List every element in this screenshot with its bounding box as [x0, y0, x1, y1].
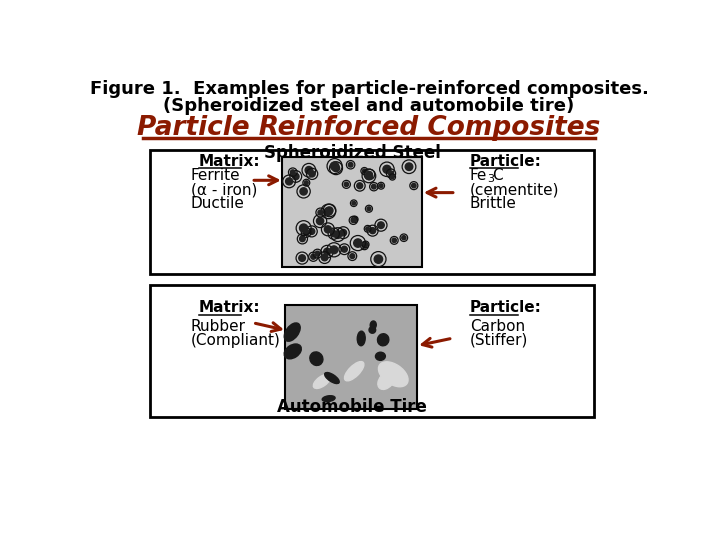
Circle shape [292, 173, 299, 180]
Circle shape [362, 169, 366, 173]
Circle shape [391, 176, 394, 179]
Circle shape [309, 228, 315, 234]
Text: Fe: Fe [469, 168, 487, 183]
Circle shape [405, 163, 413, 171]
Text: (cementite): (cementite) [469, 182, 559, 197]
Text: (α - iron): (α - iron) [191, 182, 257, 197]
Text: Matrix:: Matrix: [199, 300, 260, 315]
Circle shape [340, 230, 346, 236]
Circle shape [309, 171, 315, 177]
Ellipse shape [357, 331, 365, 346]
Text: Particle:: Particle: [469, 153, 541, 168]
Circle shape [330, 246, 338, 254]
Text: Rubber: Rubber [191, 319, 246, 334]
Text: 3: 3 [487, 174, 494, 184]
Bar [150, 285, 594, 417]
Text: Spheroidized Steel: Spheroidized Steel [264, 144, 441, 163]
Circle shape [324, 226, 331, 233]
Circle shape [300, 188, 307, 195]
Text: Carbon: Carbon [469, 319, 525, 334]
Circle shape [372, 184, 376, 189]
Circle shape [352, 201, 356, 205]
Circle shape [366, 172, 372, 177]
Text: (Stiffer): (Stiffer) [469, 333, 528, 348]
Circle shape [300, 236, 305, 241]
Circle shape [305, 181, 308, 185]
Ellipse shape [313, 374, 330, 388]
Text: Ductile: Ductile [191, 196, 245, 211]
Circle shape [364, 242, 367, 246]
Circle shape [334, 231, 341, 239]
Circle shape [354, 239, 362, 247]
Circle shape [392, 238, 397, 242]
Circle shape [305, 166, 312, 174]
Ellipse shape [370, 321, 377, 329]
Circle shape [351, 218, 356, 222]
Text: Ferrite: Ferrite [191, 168, 240, 183]
Circle shape [286, 178, 292, 185]
Ellipse shape [310, 352, 323, 366]
Circle shape [350, 254, 355, 259]
Circle shape [321, 254, 328, 261]
Ellipse shape [379, 362, 408, 387]
Ellipse shape [325, 373, 339, 383]
Ellipse shape [377, 334, 389, 346]
Circle shape [324, 248, 330, 255]
Ellipse shape [369, 327, 376, 333]
Circle shape [304, 230, 309, 235]
Ellipse shape [284, 344, 302, 359]
Ellipse shape [375, 352, 385, 360]
Circle shape [369, 228, 376, 234]
Text: Matrix:: Matrix: [199, 153, 260, 168]
Circle shape [330, 231, 337, 237]
Circle shape [402, 235, 406, 240]
Text: Figure 1.  Examples for particle-reinforced composites.: Figure 1. Examples for particle-reinforc… [89, 80, 649, 98]
Circle shape [389, 171, 394, 176]
Circle shape [299, 255, 305, 261]
Circle shape [290, 170, 295, 174]
Ellipse shape [378, 372, 395, 389]
Circle shape [366, 227, 369, 231]
Circle shape [333, 165, 340, 172]
Ellipse shape [344, 362, 364, 381]
Circle shape [383, 165, 391, 173]
Circle shape [353, 218, 356, 221]
Ellipse shape [323, 396, 335, 402]
Circle shape [348, 163, 353, 167]
Circle shape [357, 183, 363, 188]
Circle shape [318, 210, 323, 215]
Circle shape [341, 246, 347, 252]
Circle shape [362, 244, 366, 248]
Circle shape [330, 162, 339, 170]
Text: C: C [492, 168, 503, 183]
Circle shape [374, 255, 382, 264]
Bar [285, 305, 417, 409]
Circle shape [324, 207, 333, 215]
Circle shape [300, 224, 307, 232]
Bar [282, 157, 422, 267]
Circle shape [326, 207, 333, 214]
Circle shape [365, 172, 373, 180]
Circle shape [412, 184, 416, 188]
Ellipse shape [284, 323, 300, 341]
Circle shape [379, 184, 383, 187]
Text: Particle Reinforced Composites: Particle Reinforced Composites [138, 115, 600, 141]
Circle shape [317, 218, 324, 225]
Text: Brittle: Brittle [469, 196, 517, 211]
Bar [150, 150, 594, 274]
Text: Particle:: Particle: [469, 300, 541, 315]
Circle shape [315, 251, 320, 256]
Text: (Compliant): (Compliant) [191, 333, 281, 348]
Circle shape [311, 254, 316, 259]
Circle shape [377, 222, 384, 228]
Text: (Spheroidized steel and automobile tire): (Spheroidized steel and automobile tire) [163, 97, 575, 116]
Circle shape [367, 207, 371, 211]
Circle shape [344, 182, 348, 186]
Text: Automobile Tire: Automobile Tire [277, 397, 427, 416]
